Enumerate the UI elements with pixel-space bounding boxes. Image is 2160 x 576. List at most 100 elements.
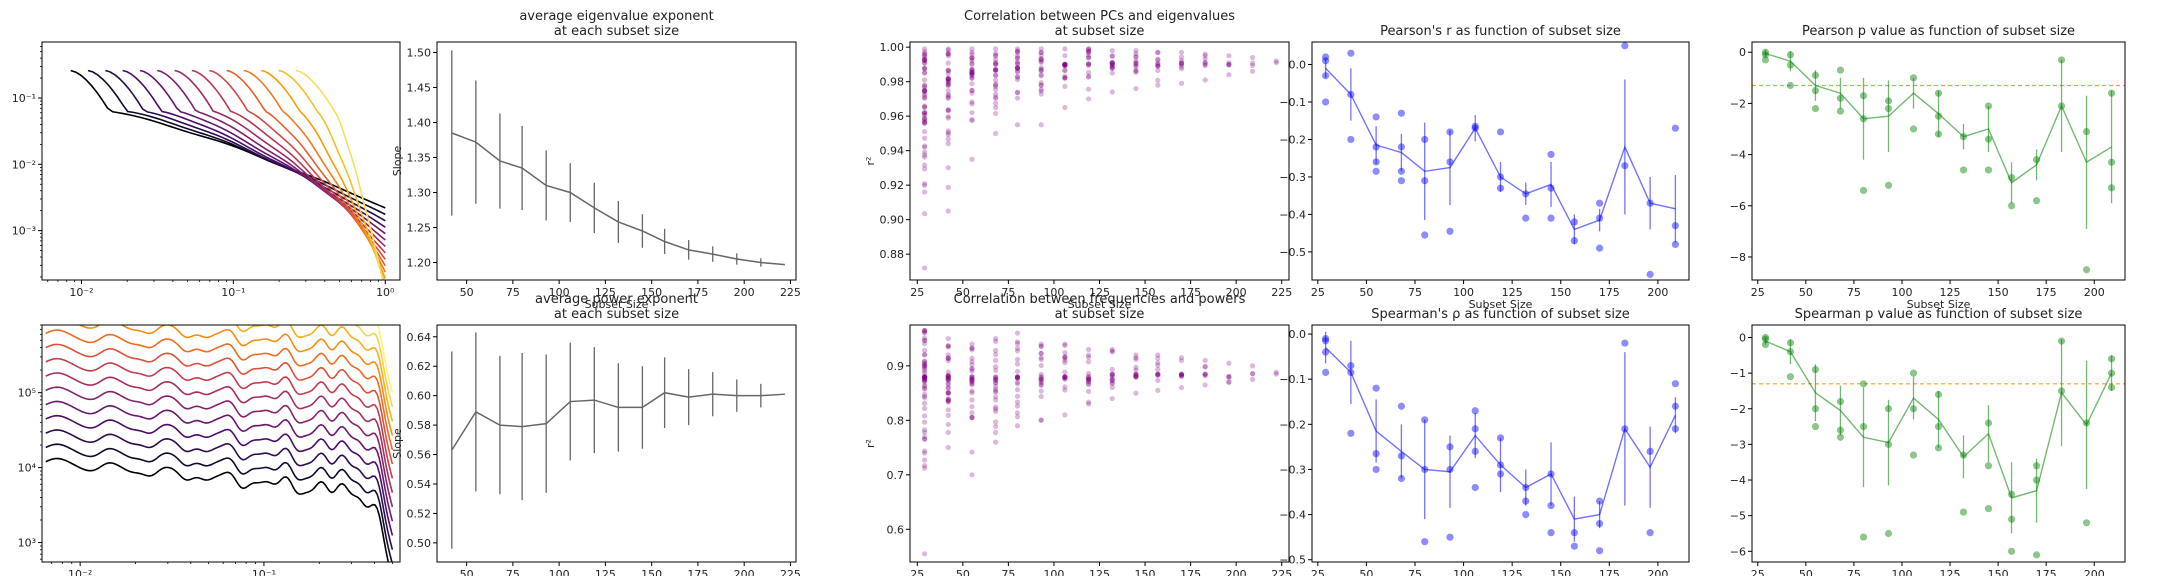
- r2-point: [1014, 55, 1021, 62]
- r2-point: [945, 374, 951, 380]
- r2-point: [921, 377, 928, 383]
- r2-point: [1249, 363, 1256, 369]
- x-tick-label: 200: [1647, 568, 1668, 576]
- r2-point: [1062, 354, 1068, 361]
- r2-point: [993, 357, 999, 364]
- r2-point: [1038, 46, 1044, 52]
- r2-point: [993, 336, 999, 342]
- y-tick-label: 0.92: [880, 179, 905, 192]
- r2-point: [1038, 356, 1044, 362]
- r2-point: [921, 374, 928, 380]
- r2-point: [1109, 53, 1115, 59]
- r2-point: [1014, 423, 1021, 429]
- r2-point: [1155, 61, 1161, 67]
- r2-point: [1155, 371, 1161, 377]
- r2-point: [921, 370, 928, 376]
- r2-point: [945, 92, 951, 99]
- y-axis-label: r²: [864, 439, 877, 448]
- r2-point: [945, 128, 951, 134]
- r2-point: [921, 551, 928, 557]
- r2-point: [921, 362, 928, 369]
- r2-point: [969, 75, 975, 81]
- r2-point: [1062, 53, 1068, 59]
- r2-point: [921, 91, 928, 97]
- r2-point: [1249, 68, 1256, 74]
- r2-point: [921, 57, 928, 63]
- r2-point: [969, 118, 975, 124]
- r2-point: [1014, 399, 1021, 405]
- r2-point: [1133, 61, 1139, 67]
- axes-frame: [1311, 41, 1690, 281]
- r2-point: [945, 67, 951, 73]
- r2-point: [945, 397, 951, 404]
- r2-point: [921, 450, 928, 456]
- r2-point: [921, 70, 928, 76]
- r2-point: [1178, 358, 1185, 364]
- r2-point: [969, 341, 975, 347]
- r2-point: [945, 444, 951, 451]
- r2-point: [921, 95, 928, 101]
- r2-point: [945, 51, 951, 57]
- r2-point: [993, 67, 999, 73]
- r2-point: [921, 374, 928, 380]
- r2-point: [945, 390, 951, 396]
- x-axis-label: Subset Size: [585, 298, 649, 311]
- subset-point: [1471, 407, 1479, 415]
- r2-point: [1014, 68, 1021, 74]
- r2-point: [921, 154, 928, 160]
- mean-line: [1765, 52, 2112, 184]
- eigen-spectrum-line: [260, 69, 387, 279]
- r2-point: [921, 338, 928, 344]
- r2-point: [945, 397, 951, 403]
- subset-point: [1496, 128, 1505, 136]
- r2-point: [1014, 348, 1021, 354]
- r2-point: [1038, 376, 1044, 383]
- subset-point: [1596, 199, 1604, 207]
- r2-point: [1038, 49, 1044, 56]
- r2-point: [921, 143, 928, 149]
- r2-point: [1109, 384, 1115, 391]
- y-tick-label: 0.50: [407, 537, 432, 550]
- r2-point: [1133, 374, 1139, 380]
- y-tick-label: −0.2: [1279, 133, 1306, 146]
- r2-point: [945, 92, 951, 98]
- x-tick-label: 50: [956, 286, 970, 299]
- r2-point: [921, 84, 928, 90]
- y-tick-label: 0.98: [880, 76, 905, 89]
- r2-point: [1062, 350, 1068, 356]
- r2-point: [1109, 380, 1115, 386]
- r2-point: [945, 130, 951, 136]
- r2-point: [969, 66, 975, 72]
- y-tick-label: −2: [1730, 97, 1746, 110]
- chart-title: Pearson p value as function of subset si…: [1802, 24, 2075, 39]
- r2-point: [1109, 62, 1115, 69]
- r2-point: [1038, 56, 1044, 62]
- r2-point: [1085, 96, 1092, 102]
- x-tick-label: 175: [2036, 568, 2057, 576]
- subset-point: [1347, 429, 1355, 437]
- r2-point: [921, 347, 928, 353]
- r2-point: [1085, 399, 1092, 405]
- x-tick-label: 100: [1043, 568, 1064, 576]
- r2-point: [969, 415, 975, 421]
- plot-area: [451, 332, 785, 549]
- r2-point: [969, 46, 975, 52]
- r2-point: [921, 189, 928, 195]
- r2-point: [969, 368, 975, 374]
- r2-point: [1133, 355, 1139, 361]
- eigen-spectrum-line: [122, 69, 386, 228]
- r2-point: [1178, 371, 1185, 377]
- r2-point: [1155, 63, 1161, 69]
- r2-point: [921, 377, 928, 383]
- x-tick-label: 10⁻²: [69, 286, 93, 299]
- r2-point: [1133, 372, 1139, 379]
- r2-point: [1109, 377, 1115, 384]
- r2-point: [945, 390, 951, 396]
- r2-point: [1085, 376, 1092, 382]
- r2-point: [993, 338, 999, 344]
- r2-point: [1202, 371, 1208, 377]
- r2-point: [993, 406, 999, 412]
- r2-point: [1062, 374, 1068, 380]
- r2-point: [921, 51, 928, 58]
- r2-point: [969, 116, 975, 123]
